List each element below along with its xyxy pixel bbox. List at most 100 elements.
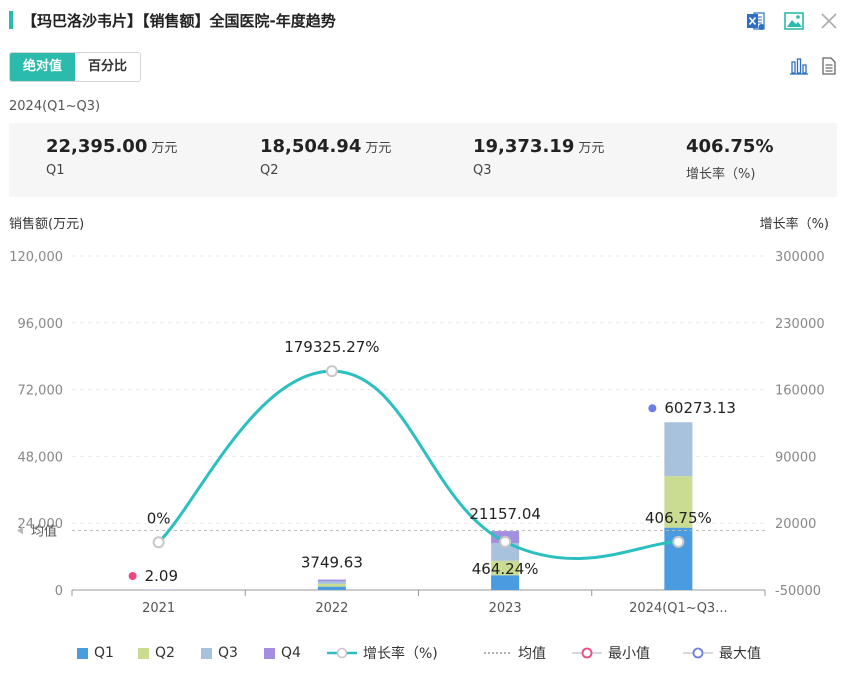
bar-segment-q4: [317, 579, 346, 582]
y-axis-ticks: 0 24,000 48,000 72,000 96,000 120,000: [9, 250, 63, 599]
stat-value: 22,395.00 万元: [46, 136, 178, 157]
legend-q1[interactable]: Q1: [77, 640, 114, 666]
legend-label: Q1: [94, 645, 114, 661]
x-tick-label: 2022: [315, 601, 348, 616]
bar-segment-q1: [491, 575, 520, 590]
total-label: 3749.63: [301, 554, 363, 572]
grid-lines: [72, 255, 765, 524]
stat-q1: 22,395.00 万元 Q1: [46, 136, 177, 178]
legend-max[interactable]: 最大值: [683, 640, 761, 666]
stat-growth: 406.75% 增长率（%): [686, 136, 774, 182]
stat-q3: 19,373.19 万元 Q3: [473, 136, 604, 178]
y-tick-label: 0: [55, 584, 63, 599]
bar-segment-q1: [317, 586, 346, 590]
legend-label: Q4: [281, 645, 301, 661]
image-export-icon[interactable]: [783, 10, 805, 32]
x-tick-label: 2021: [142, 601, 175, 616]
stat-label: Q2: [260, 163, 279, 178]
legend-q2[interactable]: Q2: [138, 640, 175, 666]
stat-unit: 万元: [151, 141, 178, 156]
legend-min-swatch: [572, 647, 602, 659]
x-tick-label: 2023: [489, 601, 522, 616]
growth-line: [152, 365, 685, 560]
legend-line-swatch: [327, 647, 357, 659]
x-tick-label: 2024(Q1~Q3...: [629, 601, 727, 616]
min-value-marker: [128, 571, 137, 580]
y-tick-label: 72,000: [18, 384, 64, 399]
legend-max-swatch: [683, 647, 713, 659]
y-tick-label: 120,000: [9, 250, 63, 265]
chart-title: 【玛巴洛沙韦片】【销售额】全国医院-年度趋势: [22, 12, 336, 30]
average-line: 均值: [17, 523, 765, 539]
stat-value: 406.75%: [686, 136, 774, 157]
total-label: 60273.13: [664, 399, 736, 417]
growth-label: 464.24%: [472, 560, 539, 578]
bar-segment-q2: [317, 583, 346, 587]
legend: Q1 Q2 Q3 Q4 增长率（%) 均值 最小值: [0, 640, 843, 666]
legend-swatch: [201, 647, 212, 659]
total-label: 2.09: [145, 567, 178, 585]
y2-tick-label: 90000: [775, 450, 816, 465]
bar-segment-q2: [664, 476, 693, 528]
growth-point: [152, 536, 165, 549]
max-value-marker: [648, 404, 657, 413]
y-axis-title: 销售额(万元): [9, 217, 85, 232]
y2-tick-label: 300000: [775, 250, 825, 265]
growth-label: 0%: [147, 509, 171, 527]
total-label: 21157.04: [469, 505, 541, 523]
y-tick-label: 96,000: [18, 317, 64, 332]
growth-label: 406.75%: [645, 509, 712, 527]
stats-panel: 22,395.00 万元 Q1 18,504.94 万元 Q2 19,373.19 万…: [9, 123, 837, 197]
stat-value: 19,373.19 万元: [473, 136, 605, 157]
bar-segment-q3: [491, 542, 520, 561]
y-tick-label: 24,000: [18, 517, 64, 532]
legend-q4[interactable]: Q4: [264, 640, 301, 666]
y2-tick-label: 230000: [775, 317, 825, 332]
absolute-value-button[interactable]: 绝对值: [10, 53, 76, 81]
period-label: 2024(Q1~Q3): [9, 99, 101, 114]
bar-segment-q3: [664, 422, 693, 477]
x-axis: 2021 2022 2023 2024(Q1~Q3...: [71, 589, 766, 616]
legend-min[interactable]: 最小值: [572, 640, 650, 666]
y2-tick-label: 20000: [775, 517, 816, 532]
legend-label: 最大值: [719, 646, 761, 662]
excel-export-icon[interactable]: [745, 10, 767, 32]
legend-growth[interactable]: 增长率（%): [327, 640, 438, 666]
legend-label: 最小值: [608, 646, 650, 662]
bar-segment-q2: [491, 560, 520, 576]
bar-chart-icon[interactable]: [789, 56, 809, 76]
legend-label: Q3: [218, 645, 238, 661]
value-mode-toggle: 绝对值 百分比: [9, 52, 142, 82]
growth-point: [672, 535, 685, 548]
title-bar: 【玛巴洛沙韦片】【销售额】全国医院-年度趋势: [0, 0, 843, 42]
legend-swatch: [138, 647, 149, 659]
legend-q3[interactable]: Q3: [201, 640, 238, 666]
stat-label: 增长率（%): [686, 167, 756, 182]
close-icon[interactable]: [818, 10, 840, 32]
stat-unit: 万元: [578, 141, 605, 156]
stat-unit: 万元: [365, 141, 392, 156]
growth-point: [499, 535, 512, 548]
y2-axis-ticks: -50000 20000 90000 160000 230000 300000: [775, 250, 825, 599]
legend-swatch: [264, 647, 275, 659]
y2-tick-label: 160000: [775, 384, 825, 399]
legend-avg[interactable]: 均值: [484, 640, 546, 666]
average-label: 均值: [31, 523, 57, 539]
stat-label: Q1: [46, 163, 65, 178]
table-view-icon[interactable]: [819, 56, 839, 76]
stat-q2: 18,504.94 万元 Q2: [260, 136, 391, 178]
bar-segment-q3: [317, 581, 346, 584]
legend-label: Q2: [155, 645, 175, 661]
legend-label: 均值: [518, 646, 546, 662]
percent-button[interactable]: 百分比: [75, 53, 141, 81]
average-marker: [17, 526, 23, 535]
stat-value: 18,504.94 万元: [260, 136, 392, 157]
y2-axis-title: 增长率（%): [759, 217, 829, 232]
stat-label: Q3: [473, 163, 492, 178]
legend-swatch: [77, 647, 88, 659]
data-labels: 2.09 3749.63 21157.04 60273.13 0% 179325.27% 4…: [128, 338, 736, 585]
growth-label: 179325.27%: [284, 338, 379, 356]
growth-point: [325, 365, 338, 378]
legend-dash-swatch: [484, 652, 512, 654]
